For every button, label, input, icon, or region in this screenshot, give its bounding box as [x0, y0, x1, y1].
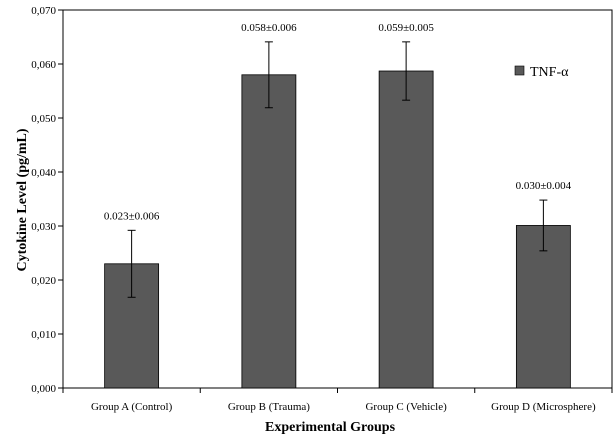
x-tick-label: Group A (Control)	[91, 401, 173, 413]
bar	[378, 70, 434, 389]
bar	[241, 74, 297, 389]
data-label: 0.059±0.005	[378, 22, 434, 34]
y-tick-label: 0,020	[31, 275, 56, 287]
y-axis: 0,000 0,010 0,020 0,030 0,040 0,050 0,060 0,070	[31, 5, 63, 395]
data-label: 0.058±0.006	[241, 22, 297, 34]
data-label: 0.023±0.006	[104, 210, 160, 222]
data-label: 0.030±0.004	[516, 180, 572, 192]
legend-swatch	[514, 65, 525, 76]
y-tick-label: 0,000	[31, 383, 56, 395]
y-axis-title: Cytokine Level (pg/mL)	[15, 128, 30, 271]
legend-label: TNF-α	[530, 65, 569, 80]
x-tick-label: Group B (Trauma)	[228, 401, 310, 413]
y-tick-label: 0,070	[31, 5, 56, 17]
y-tick-label: 0,030	[31, 221, 56, 233]
y-tick-label: 0,010	[31, 329, 56, 341]
x-axis-title: Experimental Groups	[265, 420, 396, 435]
x-tick-label: Group C (Vehicle)	[365, 401, 447, 413]
y-tick-label: 0,060	[31, 59, 56, 71]
legend: TNF-α	[514, 65, 569, 80]
x-tick-label: Group D (Microsphere)	[491, 401, 596, 413]
y-tick-label: 0,050	[31, 113, 56, 125]
x-axis: Group A (Control) Group B (Trauma) Group C…	[62, 388, 613, 413]
bar	[515, 225, 571, 389]
y-tick-label: 0,040	[31, 167, 56, 179]
bars: 0.023±0.006 0.058±0.006 0.059±0.005 0.030±0…	[104, 22, 572, 389]
